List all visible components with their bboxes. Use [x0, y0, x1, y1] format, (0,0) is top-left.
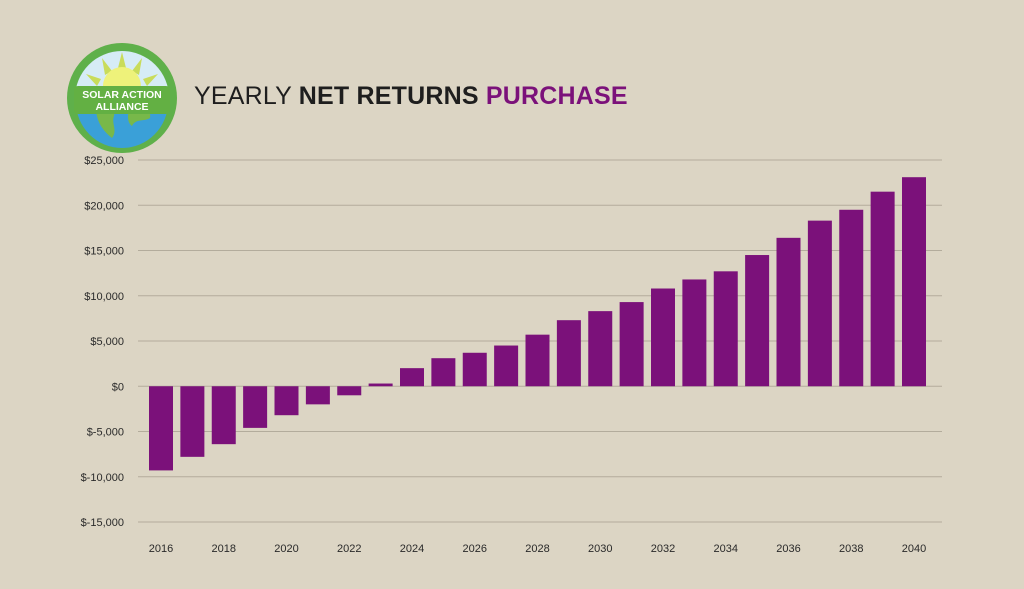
bar-2017	[180, 386, 205, 457]
y-tick-label: $-10,000	[81, 472, 124, 484]
bar-2039	[870, 191, 895, 387]
bar-2024	[400, 368, 424, 387]
x-tick-label: 2030	[588, 543, 612, 555]
y-tick-label: $20,000	[84, 200, 124, 212]
bar-2028	[525, 334, 550, 387]
x-tick-label: 2018	[212, 543, 236, 555]
bar-2021	[305, 386, 330, 405]
x-tick-label: 2040	[902, 543, 926, 555]
x-tick-label: 2022	[337, 543, 361, 555]
bar-2020	[274, 386, 299, 416]
y-tick-label: $-15,000	[81, 517, 124, 529]
x-tick-label: 2024	[400, 543, 424, 555]
logo-line1: SOLAR ACTION	[82, 89, 162, 101]
x-tick-label: 2028	[525, 543, 549, 555]
bar-2025	[431, 358, 456, 387]
bar-2040	[902, 177, 926, 387]
chart-title: YEARLY NET RETURNS PURCHASE	[194, 82, 628, 111]
bar-2026	[462, 352, 487, 387]
bar-2019	[243, 386, 268, 428]
bar-2018	[211, 386, 236, 445]
bar-2032	[651, 288, 675, 387]
x-tick-label: 2034	[714, 543, 738, 555]
y-tick-label: $5,000	[90, 336, 124, 348]
bar-2031	[619, 302, 644, 387]
y-tick-label: $-5,000	[87, 427, 124, 439]
y-tick-label: $10,000	[84, 291, 124, 303]
bar-2034	[713, 271, 738, 387]
bar-2033	[682, 279, 707, 387]
x-tick-label: 2036	[776, 543, 800, 555]
title-part1: YEARLY	[194, 82, 292, 110]
x-tick-label: 2020	[274, 543, 298, 555]
solar-action-alliance-logo: SOLAR ACTION ALLIANCE	[67, 43, 177, 153]
bar-2036	[776, 237, 801, 387]
x-tick-label: 2026	[463, 543, 487, 555]
bar-2016	[149, 386, 173, 471]
bar-2037	[807, 220, 832, 387]
bar-2029	[556, 320, 581, 387]
x-tick-label: 2038	[839, 543, 863, 555]
y-tick-label: $15,000	[84, 246, 124, 258]
bar-2027	[494, 345, 519, 387]
logo-line2: ALLIANCE	[95, 101, 148, 113]
title-part3: PURCHASE	[485, 82, 628, 110]
x-tick-label: 2032	[651, 543, 675, 555]
bar-2038	[839, 209, 864, 387]
bar-2030	[588, 311, 613, 387]
bar-2035	[745, 255, 770, 387]
title-part2: NET RETURNS	[298, 82, 479, 110]
y-tick-label: $25,000	[84, 155, 124, 167]
y-tick-label: $0	[112, 381, 124, 393]
bar-2022	[337, 386, 362, 396]
bar-2023	[368, 383, 393, 387]
x-tick-label: 2016	[149, 543, 173, 555]
